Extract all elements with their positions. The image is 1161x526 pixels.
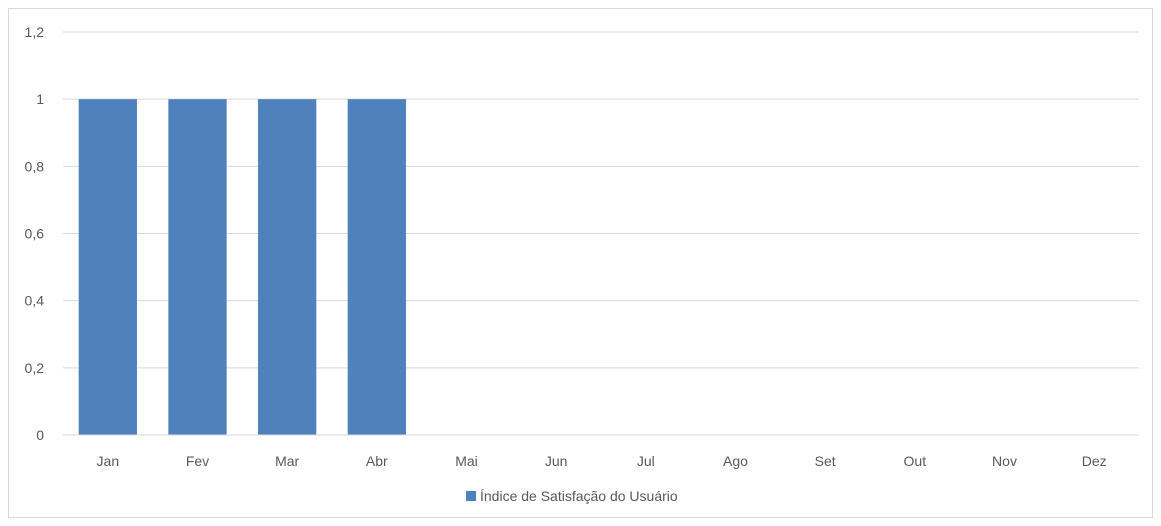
x-tick-label: Mar xyxy=(275,453,299,469)
bar-fev xyxy=(168,99,227,436)
legend: Índice de Satisfação do Usuário xyxy=(466,488,678,504)
y-tick-label: 0 xyxy=(36,427,44,443)
y-tick-label: 0,2 xyxy=(25,360,45,376)
bar-abr xyxy=(347,99,406,436)
x-axis-tick-labels: Jan Fev Mar Abr Mai Jun Jul Ago Set Out Nov Dez xyxy=(97,453,1107,469)
x-tick-label: Out xyxy=(904,453,927,469)
y-tick-label: 0,8 xyxy=(25,158,45,174)
legend-label: Índice de Satisfação do Usuário xyxy=(480,488,678,504)
x-tick-label: Fev xyxy=(186,453,209,469)
bar-jan xyxy=(78,99,137,436)
x-tick-label: Dez xyxy=(1082,453,1107,469)
bars xyxy=(78,99,406,436)
bar-mar xyxy=(258,99,317,436)
legend-swatch xyxy=(466,491,476,501)
x-tick-label: Jul xyxy=(637,453,655,469)
x-tick-label: Ago xyxy=(723,453,748,469)
y-tick-label: 1,2 xyxy=(25,24,45,40)
x-tick-label: Jan xyxy=(97,453,120,469)
gridlines xyxy=(63,31,1139,369)
y-axis-tick-labels: 0 0,2 0,4 0,6 0,8 1 1,2 xyxy=(25,24,45,443)
y-tick-label: 1 xyxy=(36,91,44,107)
x-tick-label: Mai xyxy=(455,453,478,469)
y-tick-label: 0,6 xyxy=(25,226,45,242)
x-tick-label: Jun xyxy=(545,453,568,469)
x-tick-label: Set xyxy=(815,453,836,469)
y-tick-label: 0,4 xyxy=(25,293,45,309)
x-tick-label: Abr xyxy=(366,453,388,469)
x-tick-label: Nov xyxy=(992,453,1017,469)
